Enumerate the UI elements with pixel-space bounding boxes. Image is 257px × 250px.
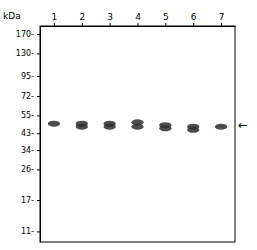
y-tick: 95- (21, 72, 40, 81)
tick-mark (37, 115, 40, 116)
band (104, 124, 116, 130)
y-tick: 170- (16, 30, 40, 39)
tick-label: 130- (16, 49, 34, 58)
tick-mark (193, 23, 194, 26)
annotation: ← (238, 118, 248, 132)
x-tick: 3 (107, 12, 113, 26)
tick-label: 17- (21, 196, 34, 205)
tick-label: 72- (21, 92, 34, 101)
x-axis: 1 2 3 4 5 6 7 (41, 12, 236, 27)
chart: 170- 130- 95- 72- 55- 43- 34- 26- 17- 11- 1 2 3 4 5 6 7 k… (0, 0, 257, 250)
tick-mark (37, 150, 40, 151)
tick-label: 11- (21, 227, 34, 236)
tick-mark (37, 53, 40, 54)
tick-label: 4 (135, 12, 141, 22)
tick-mark (54, 23, 55, 26)
y-tick: 55- (21, 111, 40, 120)
y-tick: 17- (21, 196, 40, 205)
tick-label: 55- (21, 111, 34, 120)
x-tick: 6 (191, 12, 197, 26)
tick-label: 170- (16, 30, 34, 39)
band (159, 125, 171, 131)
tick-label: 95- (21, 72, 34, 81)
axis-line (40, 27, 41, 243)
tick-label: 3 (107, 12, 113, 22)
tick-mark (37, 133, 40, 134)
tick-mark (37, 231, 40, 232)
y-tick: 130- (16, 49, 40, 58)
tick-label: 43- (21, 129, 34, 138)
x-tick: 2 (79, 12, 85, 26)
tick-label: 5 (163, 12, 169, 22)
tick-mark (37, 200, 40, 201)
tick-label: 26- (21, 165, 34, 174)
tick-mark (138, 23, 139, 26)
axis-line (41, 26, 236, 27)
tick-mark (221, 23, 222, 26)
y-axis: 170- 130- 95- 72- 55- 43- 34- 26- 17- 11- (16, 27, 41, 243)
tick-mark (37, 169, 40, 170)
band (131, 124, 143, 130)
tick-mark (37, 76, 40, 77)
bands (48, 119, 227, 133)
x-tick: 4 (135, 12, 141, 26)
tick-label: 2 (79, 12, 85, 22)
band (215, 124, 227, 130)
y-tick: 26- (21, 165, 40, 174)
y-label: kDa (3, 11, 21, 21)
band (187, 127, 199, 133)
tick-mark (37, 96, 40, 97)
tick-mark (165, 23, 166, 26)
tick-label: 1 (52, 12, 58, 22)
band (48, 121, 60, 127)
y-tick: 34- (21, 146, 40, 155)
y-tick: 43- (21, 129, 40, 138)
tick-mark (82, 23, 83, 26)
y-tick: 11- (21, 227, 40, 236)
plot-frame (40, 26, 235, 242)
tick-label: 34- (21, 146, 34, 155)
band (76, 124, 88, 130)
tick-mark (110, 23, 111, 26)
x-tick: 5 (163, 12, 169, 26)
tick-label: 6 (191, 12, 197, 22)
x-tick: 7 (219, 12, 225, 26)
tick-label: 7 (219, 12, 225, 22)
x-tick: 1 (52, 12, 58, 26)
y-tick: 72- (21, 92, 40, 101)
tick-mark (37, 34, 40, 35)
